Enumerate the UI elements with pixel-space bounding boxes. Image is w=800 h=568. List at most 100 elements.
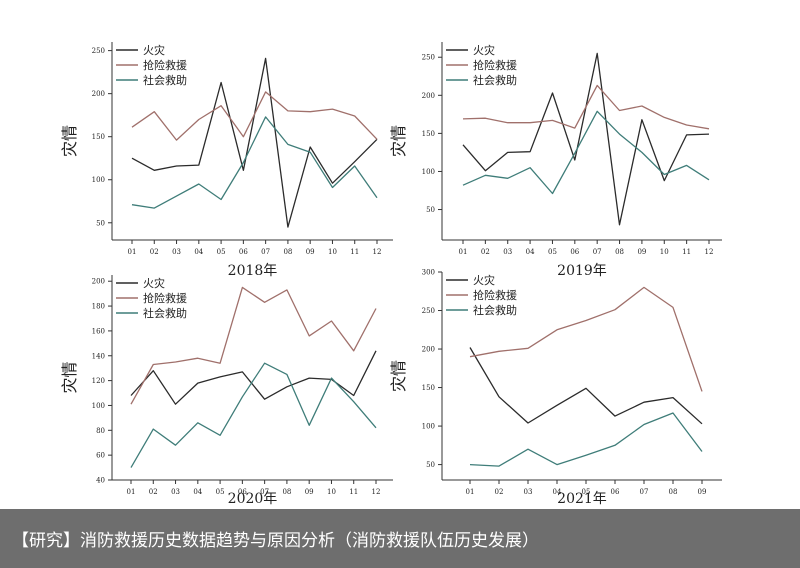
series-line-抢险救援 [131, 91, 378, 141]
x-tick-label: 03 [172, 248, 181, 256]
x-tick-label: 09 [305, 488, 314, 496]
x-tick-label: 12 [372, 488, 381, 496]
x-tick-label: 03 [503, 248, 512, 256]
x-tick-label: 01 [466, 488, 475, 496]
y-tick-label: 50 [426, 206, 435, 214]
x-tick-label: 06 [238, 488, 247, 496]
x-tick-label: 08 [615, 248, 624, 256]
chart-panel-2019年: 50 100 150 200 250 01 02 03 04 05 06 07 08 09 10 11 12 20… [389, 42, 722, 279]
x-tick-label: 10 [328, 248, 337, 256]
y-axis-label: 灾情 [389, 360, 408, 392]
y-tick-label: 200 [422, 92, 435, 100]
x-tick-label: 01 [127, 488, 136, 496]
x-tick-label: 03 [524, 488, 533, 496]
chart-panel-2021年: 50 100 150 200 250 300 01 02 03 04 05 06 07 08 09 2021年… [389, 269, 722, 507]
caption-text: 【研究】消防救援历史数据趋势与原因分析（消防救援队伍历史发展） [12, 531, 539, 551]
series-line-抢险救援 [462, 84, 710, 130]
x-tick-label: 11 [682, 248, 691, 256]
x-tick-label: 05 [582, 488, 591, 496]
y-tick-label: 160 [92, 327, 105, 335]
x-tick-label: 09 [637, 248, 646, 256]
y-axis-label: 灾情 [389, 125, 408, 157]
x-tick-label: 04 [193, 488, 202, 496]
x-axis-label: 2021年 [557, 491, 607, 507]
x-tick-label: 12 [373, 248, 382, 256]
x-tick-label: 06 [570, 248, 579, 256]
x-axis-label: 2020年 [228, 491, 278, 507]
x-tick-label: 11 [350, 248, 359, 256]
series-line-火灾 [130, 350, 377, 405]
y-tick-label: 40 [96, 477, 105, 485]
y-tick-label: 300 [422, 269, 435, 277]
x-tick-label: 04 [553, 488, 562, 496]
y-tick-label: 200 [92, 278, 105, 286]
x-tick-label: 02 [149, 488, 158, 496]
x-tick-label: 08 [283, 248, 292, 256]
y-tick-label: 100 [422, 423, 435, 431]
chart-panel-2018年: 50 100 150 200 250 01 02 03 04 05 06 07 08 09 10 11 12 20… [60, 42, 393, 279]
y-tick-label: 150 [92, 133, 105, 141]
y-axis-label: 灾情 [60, 361, 79, 393]
caption-bar: 【研究】消防救援历史数据趋势与原因分析（消防救援队伍历史发展） [0, 509, 800, 568]
x-tick-label: 06 [611, 488, 620, 496]
x-tick-label: 12 [705, 248, 714, 256]
y-tick-label: 150 [422, 130, 435, 138]
y-tick-label: 100 [92, 176, 105, 184]
y-tick-label: 150 [422, 384, 435, 392]
x-tick-label: 02 [150, 248, 159, 256]
legend-label: 社会救助 [143, 306, 187, 320]
y-tick-label: 250 [92, 47, 105, 55]
x-tick-label: 10 [327, 488, 336, 496]
y-axis-label: 灾情 [60, 125, 79, 157]
y-tick-label: 60 [96, 452, 105, 460]
legend-label: 社会救助 [143, 73, 187, 87]
legend-label: 火灾 [473, 273, 495, 287]
x-tick-label: 07 [261, 248, 270, 256]
y-tick-label: 100 [92, 402, 105, 410]
x-tick-label: 09 [698, 488, 707, 496]
y-tick-label: 250 [422, 307, 435, 315]
y-tick-label: 200 [422, 346, 435, 354]
legend-label: 火灾 [473, 43, 495, 57]
x-tick-label: 08 [282, 488, 291, 496]
y-tick-label: 50 [426, 461, 435, 469]
y-tick-label: 50 [96, 219, 105, 227]
series-line-社会救助 [462, 110, 710, 195]
y-tick-label: 100 [422, 168, 435, 176]
series-line-社会救助 [469, 412, 703, 467]
x-tick-label: 10 [660, 248, 669, 256]
x-tick-label: 05 [216, 488, 225, 496]
x-tick-label: 05 [217, 248, 226, 256]
x-tick-label: 03 [171, 488, 180, 496]
x-tick-label: 02 [495, 488, 504, 496]
legend-label: 社会救助 [473, 303, 517, 317]
y-tick-label: 120 [92, 377, 105, 385]
x-tick-label: 05 [548, 248, 557, 256]
series-line-抢险救援 [130, 286, 377, 405]
x-tick-label: 02 [481, 248, 490, 256]
x-tick-label: 07 [260, 488, 269, 496]
legend-label: 抢险救援 [473, 288, 517, 302]
series-line-火灾 [469, 347, 703, 425]
y-tick-label: 140 [92, 352, 105, 360]
legend-label: 抢险救援 [143, 291, 187, 305]
y-tick-label: 80 [96, 427, 105, 435]
x-tick-label: 07 [593, 248, 602, 256]
series-line-社会救助 [131, 116, 378, 209]
y-tick-label: 200 [92, 90, 105, 98]
chart-panel-2020年: 40 60 80 100 120 140 160 180 200 01 02 03 04 05 06 07 08… [60, 275, 393, 507]
legend-label: 抢险救援 [143, 58, 187, 72]
legend-label: 火灾 [143, 276, 165, 290]
series-line-抢险救援 [469, 286, 703, 392]
x-tick-label: 06 [239, 248, 248, 256]
x-axis-label: 2018年 [228, 263, 278, 279]
x-tick-label: 04 [526, 248, 535, 256]
legend-label: 抢险救援 [473, 58, 517, 72]
y-tick-label: 180 [92, 303, 105, 311]
x-tick-label: 08 [669, 488, 678, 496]
legend-label: 火灾 [143, 43, 165, 57]
x-tick-label: 01 [128, 248, 137, 256]
x-axis-label: 2019年 [557, 263, 607, 279]
y-tick-label: 250 [422, 54, 435, 62]
